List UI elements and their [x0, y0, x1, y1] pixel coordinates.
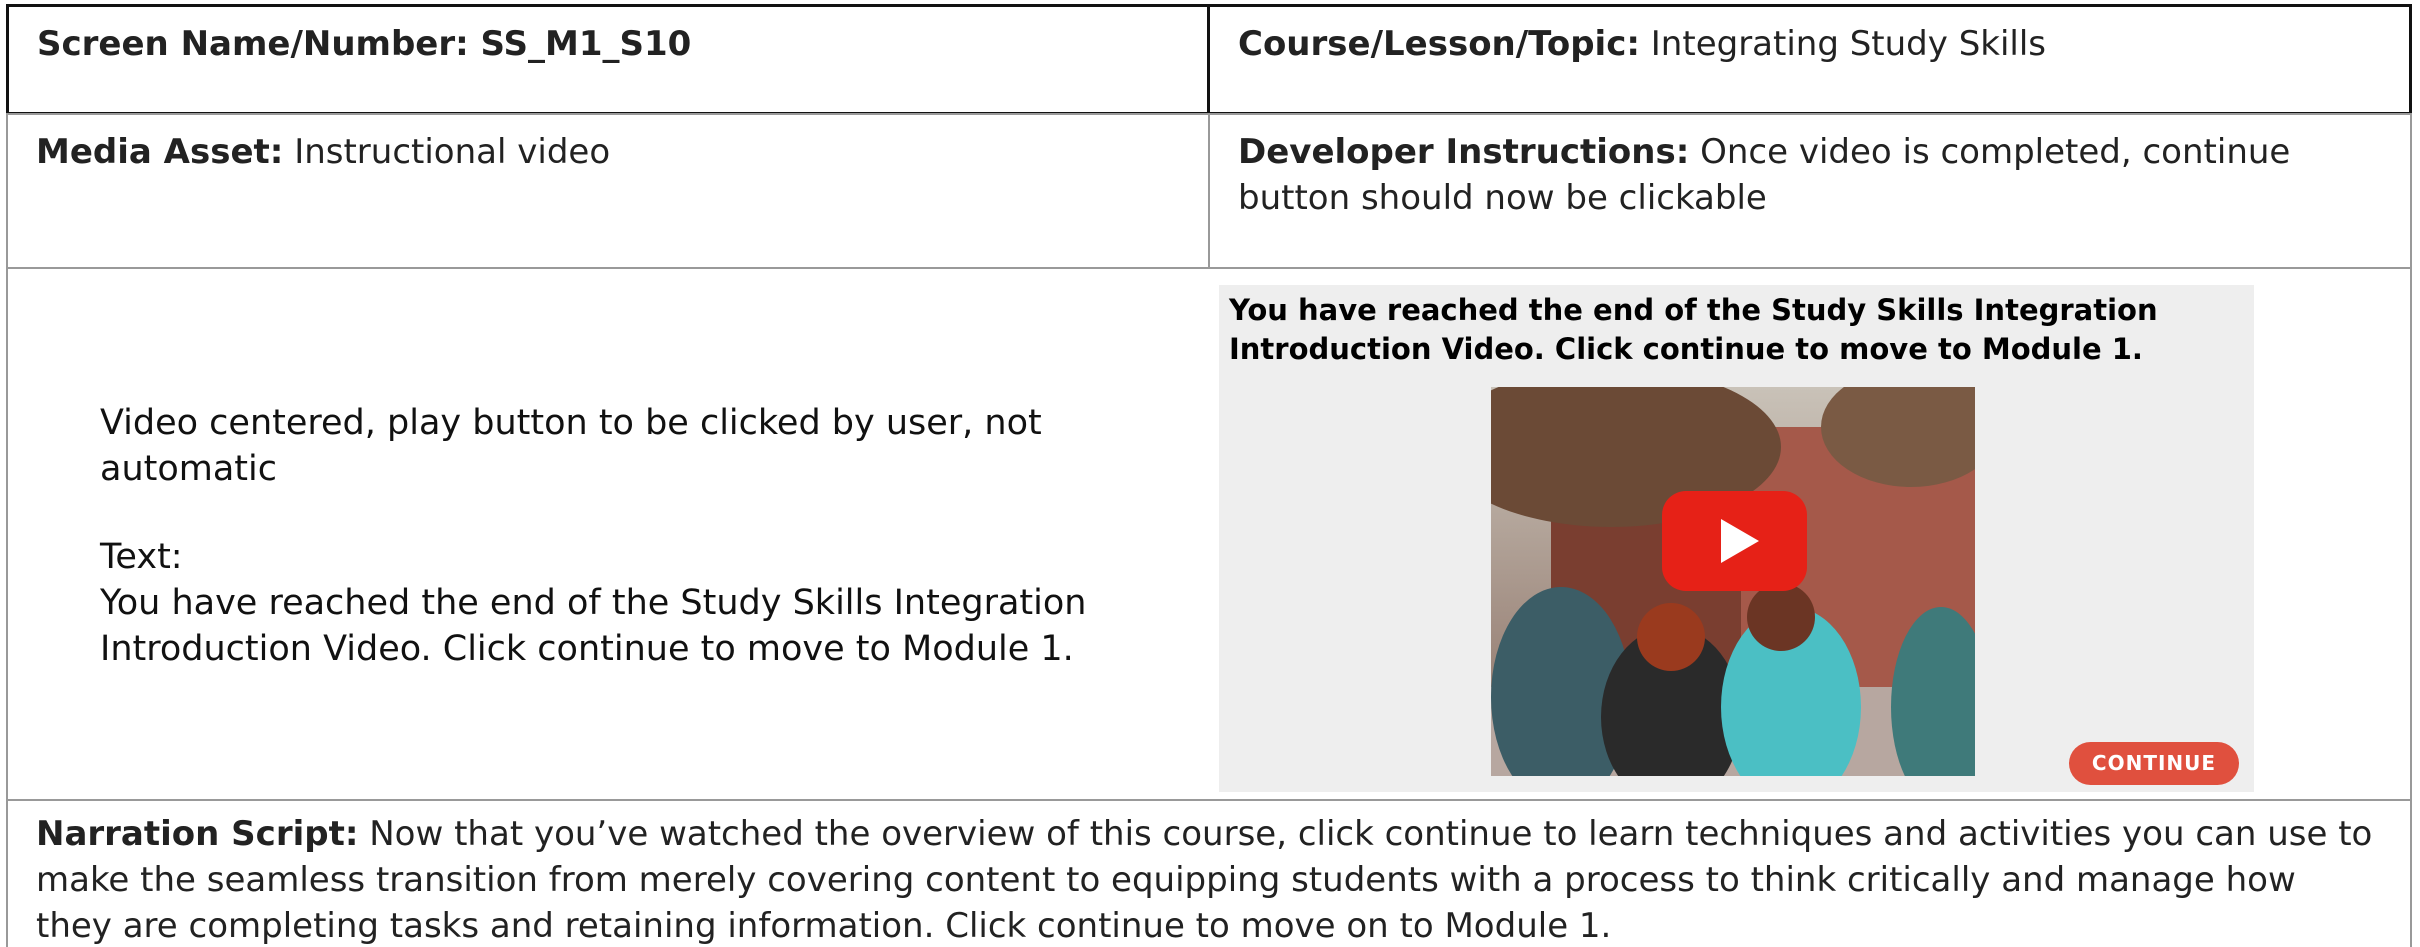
narration-cell: Narration Script: Now that you’ve watche…	[6, 799, 2412, 947]
dev-label: Developer Instructions:	[1238, 132, 1690, 172]
preview-heading: You have reached the end of the Study Sk…	[1229, 293, 2158, 366]
dev-value: Once video is completed, continue button…	[1238, 132, 2291, 218]
screen-name: Screen Name/Number: SS_M1_S10	[37, 24, 692, 64]
narration-label: Narration Script:	[36, 814, 359, 854]
notes-text: Video centered, play button to be clicke…	[100, 403, 1042, 489]
media-value: Instructional video	[294, 132, 611, 172]
text-label: Text:	[100, 537, 183, 577]
course-cell: Course/Lesson/Topic: Integrating Study S…	[1207, 4, 2412, 115]
continue-button: CONTINUE	[2069, 742, 2239, 785]
notes: Video centered, play button to be clicke…	[100, 400, 1100, 672]
course-value: Integrating Study Skills	[1650, 24, 2047, 64]
dev-cell: Developer Instructions: Once video is co…	[1208, 113, 2412, 269]
media-label: Media Asset:	[36, 132, 284, 172]
video-thumbnail	[1491, 387, 1975, 776]
narration-value: Now that you’ve watched the overview of …	[36, 814, 2373, 946]
media-cell: Media Asset: Instructional video	[6, 113, 1210, 269]
screen-preview: You have reached the end of the Study Sk…	[1219, 285, 2254, 792]
course-label: Course/Lesson/Topic:	[1238, 24, 1640, 64]
screen-cell: Screen Name/Number: SS_M1_S10	[6, 4, 1210, 115]
text-value: You have reached the end of the Study Sk…	[100, 583, 1087, 669]
